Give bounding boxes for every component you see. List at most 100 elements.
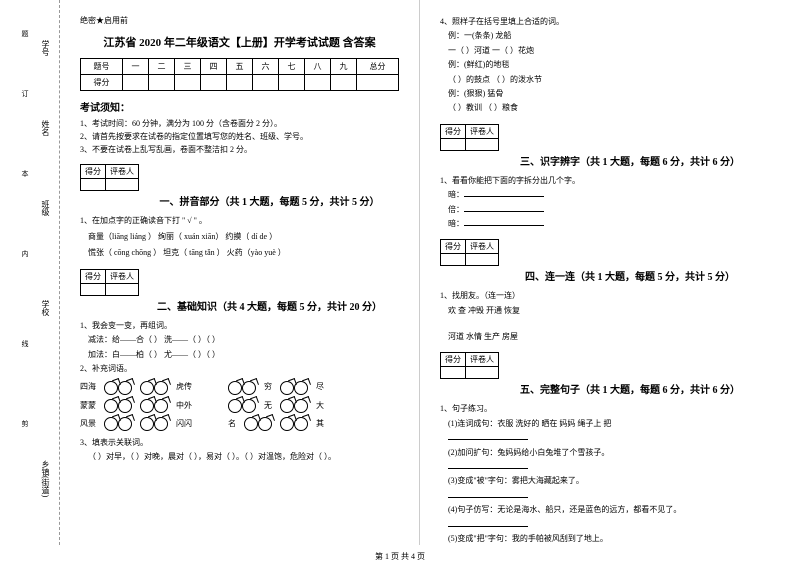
line: （ ）教训 （ ）粮食 [440,101,760,115]
secret-label: 绝密★启用前 [80,15,399,26]
cell: 得分 [441,353,466,367]
question: 1、找朋友。（连一连） [440,289,760,303]
line: 例：一(条条) 龙船 [440,29,760,43]
cell: 四 [201,59,227,75]
line: （ ）对早，（ ）对晚，晨对（ ），易对（ ）。（ ）对温饱，危险对（ ）。 [80,450,399,464]
cell: 得分 [81,165,106,179]
grader-box: 得分评卷人 [80,164,139,191]
word: 中外 [176,399,192,413]
word: 蒙蒙 [80,399,96,413]
cell: 评卷人 [466,240,499,254]
question: 1、在加点字的正确读音下打 " √ " 。 [80,214,399,228]
question: 2、补充词语。 [80,362,399,376]
margin-mark: 本 [20,170,30,177]
notice-item: 1、考试时间：60 分钟，满分为 100 分（含卷面分 2 分）。 [80,118,399,131]
margin-mark: 剪 [20,420,30,427]
cell: 题号 [81,59,123,75]
margin-mark: 线 [20,340,30,347]
exam-title: 江苏省 2020 年二年级语文【上册】开学考试试题 含答案 [80,34,399,50]
word: 风景 [80,417,96,431]
section-title: 三、识字辨字（共 1 大题，每题 6 分，共计 6 分） [500,153,760,168]
line: 暗： [440,188,760,202]
cell: 得分 [81,269,106,283]
cell: 七 [279,59,305,75]
line: 暗： [440,217,760,231]
line: (4)句子仿写：无论是海水、船只，还是蓝色的远方，都看不见了。 [440,503,760,517]
margin-mark: 题 [20,30,30,37]
question: 4、照样子在括号里填上合适的词。 [440,15,760,29]
cell: 评卷人 [466,353,499,367]
line: 倍： [440,203,760,217]
margin-label: 乡镇(街道) [40,460,51,497]
word: 大 [316,399,324,413]
pinyin-line: 商量（liāng liáng ） 绚丽（ xuán xiān） 约摸（ dí d… [80,229,399,245]
grader-box: 得分评卷人 [80,269,139,296]
line: 河道 水情 生产 房屋 [440,330,760,344]
word: 闪闪 [176,417,192,431]
section-title: 一、拼音部分（共 1 大题，每题 5 分，共计 5 分） [140,193,399,208]
line: 例：(狠狠) 猛骨 [440,87,760,101]
cell: 总分 [357,59,399,75]
section-title: 四、连一连（共 1 大题，每题 5 分，共计 5 分） [500,268,760,283]
grader-box: 得分评卷人 [440,239,499,266]
cell: 二 [149,59,175,75]
pinyin-line: 慌张（ cōng chōng ） 坦克（ tāng tǎn ） 火药（yào y… [80,245,399,261]
word: 四海 [80,380,96,394]
page-footer: 第 1 页 共 4 页 [0,551,800,562]
question: 1、我会变一变，再组词。 [80,319,399,333]
grader-box: 得分评卷人 [440,124,499,151]
word: 无 [264,399,272,413]
word-row: 四海 虎传 穷 尽 [80,380,399,394]
question: 1、句子练习。 [440,402,760,416]
score-table: 题号 一 二 三 四 五 六 七 八 九 总分 得分 [80,58,399,91]
question: 3、填表示关联词。 [80,436,399,450]
line: 例：(鲜红)的地毯 [440,58,760,72]
question: 1、看看你能把下面的字拆分出几个字。 [440,174,760,188]
cell: 得分 [441,124,466,138]
section-title: 二、基础知识（共 4 大题，每题 5 分，共计 20 分） [140,298,399,313]
notice-item: 2、请首先按要求在试卷的指定位置填写您的姓名、班级、学号。 [80,131,399,144]
notice-item: 3、不要在试卷上乱写乱画，卷面不整洁扣 2 分。 [80,144,399,157]
word: 穷 [264,380,272,394]
cell: 得分 [81,75,123,91]
line: 欢 查 冲毁 开通 恢复 [440,304,760,318]
cell: 三 [175,59,201,75]
line: 减法：给——合（ ） 洗——（ ）（ ） [80,333,399,347]
margin-label: 班级 [40,200,51,216]
word: 尽 [316,380,324,394]
cell: 评卷人 [106,269,139,283]
line: （ ）的鼓点 （ ）的泼水节 [440,73,760,87]
line: 加法：白——柏（ ） 尤——（ ）（ ） [80,348,399,362]
margin-label: 姓名 [40,120,51,136]
table-row: 题号 一 二 三 四 五 六 七 八 九 总分 [81,59,399,75]
margin-mark: 内 [20,250,30,257]
cell: 评卷人 [466,124,499,138]
cell: 九 [331,59,357,75]
binding-margin: 学号 姓名 班级 学校 乡镇(街道) 题 订 本 内 线 剪 [0,0,60,545]
cell: 八 [305,59,331,75]
cell: 五 [227,59,253,75]
line: (1)连词成句：衣服 洗好的 晒在 妈妈 绳子上 把 [440,417,760,431]
line: (2)加问扩句：兔妈妈给小白兔堆了个雪孩子。 [440,446,760,460]
word: 虎传 [176,380,192,394]
exam-page: 学号 姓名 班级 学校 乡镇(街道) 题 订 本 内 线 剪 绝密★启用前 江苏… [0,0,800,545]
table-row: 得分 [81,75,399,91]
section-title: 五、完整句子（共 1 大题，每题 6 分，共计 6 分） [500,381,760,396]
line: (3)变成"被"字句：雾把大海藏起来了。 [440,474,760,488]
margin-label: 学校 [40,300,51,316]
word: 名 [228,417,236,431]
word: 其 [316,417,324,431]
cell: 一 [123,59,149,75]
grader-box: 得分评卷人 [440,352,499,379]
cell: 六 [253,59,279,75]
cell: 得分 [441,240,466,254]
line: 一（ ）河道 一（ ）花炮 [440,44,760,58]
margin-label: 学号 [40,40,51,56]
notice-title: 考试须知： [80,99,399,114]
line: (5)变成"把"字句：我的手帕被风刮到了地上。 [440,532,760,546]
right-column: 4、照样子在括号里填上合适的词。 例：一(条条) 龙船 一（ ）河道 一（ ）花… [420,0,780,545]
margin-mark: 订 [20,90,30,97]
word-row: 风景 闪闪 名 其 [80,417,399,431]
left-column: 绝密★启用前 江苏省 2020 年二年级语文【上册】开学考试试题 含答案 题号 … [60,0,420,545]
word-row: 蒙蒙 中外 无 大 [80,399,399,413]
